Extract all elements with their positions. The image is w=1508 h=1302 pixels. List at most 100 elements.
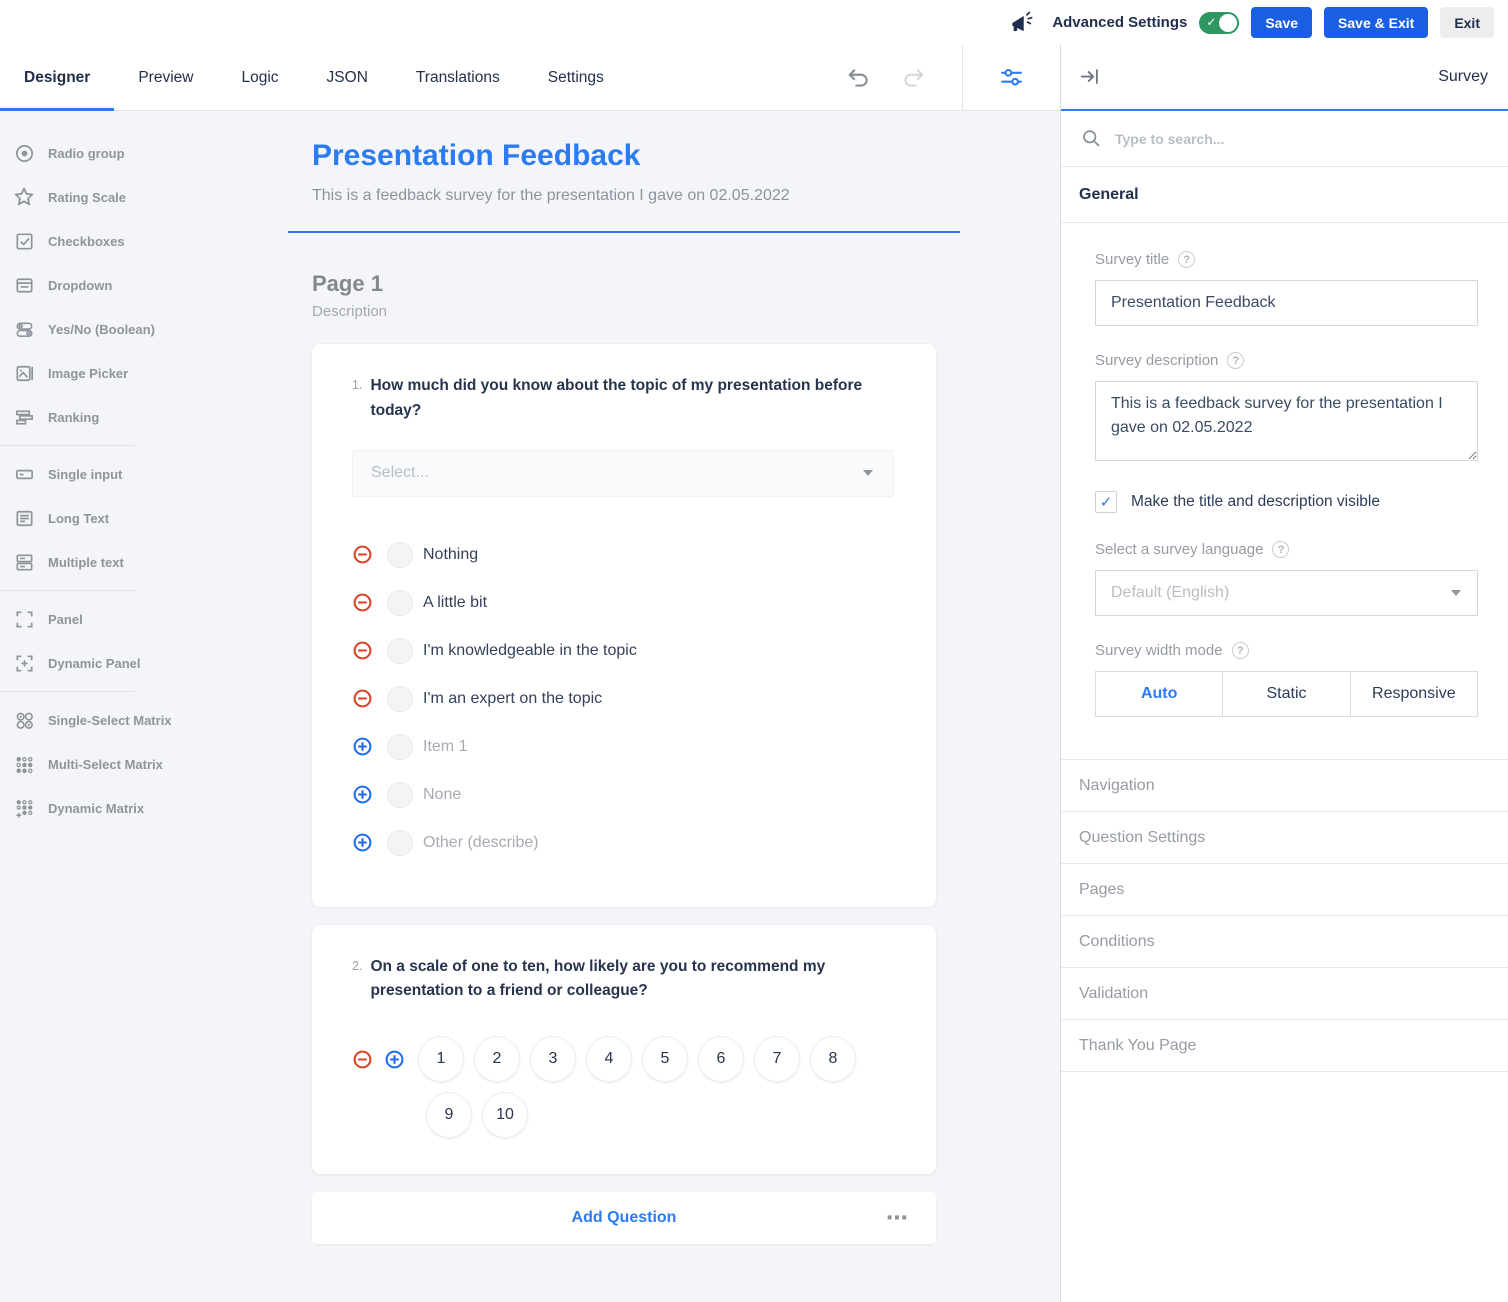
toolbox-item-multiple-text[interactable]: Multiple text [0, 540, 288, 584]
survey-description-field: Survey description ? This is a feedback … [1095, 352, 1478, 461]
toolbox-item-dynamic-panel[interactable]: Dynamic Panel [0, 641, 288, 685]
toolbox-item-multi-select-matrix[interactable]: Multi-Select Matrix [0, 742, 288, 786]
rating-item[interactable]: 10 [482, 1092, 528, 1139]
rating-item[interactable]: 5 [642, 1036, 688, 1083]
language-label: Select a survey language [1095, 541, 1264, 558]
add-rating-icon[interactable] [384, 1049, 405, 1070]
survey-description-input[interactable]: This is a feedback survey for the presen… [1095, 381, 1478, 461]
toolbox-item-panel[interactable]: Panel [0, 597, 288, 641]
survey-title[interactable]: Presentation Feedback [312, 139, 641, 172]
rating-item[interactable]: 2 [474, 1036, 520, 1083]
toolbar-separator [962, 45, 963, 110]
section-question-settings[interactable]: Question Settings [1061, 812, 1508, 864]
remove-choice-icon[interactable] [352, 688, 373, 709]
choice-label[interactable]: I'm an expert on the topic [423, 689, 603, 707]
question-title[interactable]: How much did you know about the topic of… [370, 377, 863, 419]
help-icon[interactable]: ? [1272, 541, 1290, 558]
toolbox-item-single-input[interactable]: Single input [0, 452, 288, 496]
choice-label[interactable]: A little bit [423, 593, 488, 611]
section-conditions[interactable]: Conditions [1061, 916, 1508, 968]
radio-circle[interactable] [387, 637, 413, 664]
add-choice-icon[interactable] [352, 832, 373, 853]
language-select[interactable]: Default (English) [1095, 570, 1478, 616]
radio-circle[interactable] [387, 781, 413, 808]
toolbox-item-long-text[interactable]: Long Text [0, 496, 288, 540]
choice-label[interactable]: None [423, 785, 462, 803]
toolbox-item-single-select-matrix[interactable]: Single-Select Matrix [0, 698, 288, 742]
rating-item[interactable]: 7 [754, 1036, 800, 1083]
tab-settings[interactable]: Settings [547, 68, 604, 86]
section-navigation[interactable]: Navigation [1061, 760, 1508, 812]
tab-translations[interactable]: Translations [415, 68, 500, 86]
toolbox-item-ranking[interactable]: Ranking [0, 395, 288, 439]
toolbox-item-dropdown[interactable]: Dropdown [0, 263, 288, 307]
save-button[interactable]: Save [1251, 7, 1313, 38]
toolbox-item-radio-group[interactable]: Radio group [0, 131, 288, 175]
tab-preview[interactable]: Preview [138, 68, 194, 86]
undo-icon[interactable] [846, 65, 872, 91]
help-icon[interactable]: ? [1178, 251, 1196, 268]
choice-label[interactable]: Other (describe) [423, 833, 539, 851]
rating-item[interactable]: 1 [418, 1036, 464, 1083]
tab-json[interactable]: JSON [326, 68, 368, 86]
radio-circle[interactable] [387, 685, 413, 712]
add-question-button[interactable]: Add Question [571, 1209, 677, 1227]
rating-item[interactable]: 3 [530, 1036, 576, 1083]
question-card-1[interactable]: 1. How much did you know about the topic… [312, 344, 936, 907]
choice-label[interactable]: Nothing [423, 545, 479, 563]
width-mode-responsive[interactable]: Responsive [1350, 672, 1477, 716]
collapse-panel-icon[interactable] [1079, 66, 1101, 88]
survey-description[interactable]: This is a feedback survey for the presen… [312, 187, 790, 204]
choice-label[interactable]: I'm knowledgeable in the topic [423, 641, 637, 659]
help-icon[interactable]: ? [1231, 642, 1249, 659]
page-title[interactable]: Page 1 [312, 271, 383, 296]
section-pages[interactable]: Pages [1061, 864, 1508, 916]
question-title[interactable]: On a scale of one to ten, how likely are… [370, 957, 826, 1000]
section-general[interactable]: General [1061, 167, 1508, 223]
radio-circle[interactable] [387, 829, 413, 856]
remove-choice-icon[interactable] [352, 640, 373, 661]
help-icon[interactable]: ? [1227, 352, 1245, 369]
remove-choice-icon[interactable] [352, 592, 373, 613]
checkbox-checked-icon[interactable]: ✓ [1095, 491, 1117, 513]
toolbox-item-dynamic-matrix[interactable]: Dynamic Matrix [0, 786, 288, 830]
dropdown-select[interactable]: Select... [352, 449, 894, 497]
survey-title-input[interactable] [1095, 280, 1478, 326]
rating-item[interactable]: 8 [810, 1036, 856, 1083]
rating-row: 1 2 3 4 5 6 7 8 [352, 1036, 896, 1083]
width-mode-label: Survey width mode [1095, 642, 1223, 659]
add-choice-icon[interactable] [352, 784, 373, 805]
radio-circle[interactable] [387, 541, 413, 568]
visibility-checkbox-row[interactable]: ✓ Make the title and description visible [1095, 491, 1478, 513]
exit-button[interactable]: Exit [1440, 7, 1494, 38]
multi-select-matrix-icon [12, 752, 36, 776]
property-search[interactable]: Type to search... [1061, 111, 1508, 167]
rating-item[interactable]: 6 [698, 1036, 744, 1083]
toolbox-item-boolean[interactable]: Yes/No (Boolean) [0, 307, 288, 351]
tab-logic[interactable]: Logic [241, 68, 279, 86]
dynamic-matrix-icon [12, 796, 36, 820]
choice-label[interactable]: Item 1 [423, 737, 468, 755]
remove-choice-icon[interactable] [352, 544, 373, 565]
advanced-settings-toggle[interactable]: ✓ [1199, 11, 1240, 34]
save-exit-button[interactable]: Save & Exit [1324, 7, 1429, 38]
page-description[interactable]: Description [312, 303, 388, 320]
question-card-2[interactable]: 2. On a scale of one to ten, how likely … [312, 924, 936, 1175]
width-mode-auto[interactable]: Auto [1096, 672, 1224, 716]
rating-item[interactable]: 9 [426, 1092, 472, 1139]
section-thank-you-page[interactable]: Thank You Page [1061, 1020, 1508, 1072]
rating-item[interactable]: 4 [586, 1036, 632, 1083]
settings-sliders-icon[interactable] [999, 65, 1024, 90]
redo-icon[interactable] [900, 65, 926, 91]
toolbox-item-image-picker[interactable]: Image Picker [0, 351, 288, 395]
tab-designer[interactable]: Designer [0, 45, 115, 111]
property-panel: Survey Type to search... General Survey … [1060, 45, 1508, 1302]
toolbox-item-rating-scale[interactable]: Rating Scale [0, 175, 288, 219]
width-mode-static[interactable]: Static [1223, 672, 1351, 716]
radio-circle[interactable] [387, 733, 413, 760]
toolbox-item-checkboxes[interactable]: Checkboxes [0, 219, 288, 263]
remove-rating-icon[interactable] [352, 1049, 373, 1070]
add-choice-icon[interactable] [352, 736, 373, 757]
section-validation[interactable]: Validation [1061, 968, 1508, 1020]
radio-circle[interactable] [387, 589, 413, 616]
